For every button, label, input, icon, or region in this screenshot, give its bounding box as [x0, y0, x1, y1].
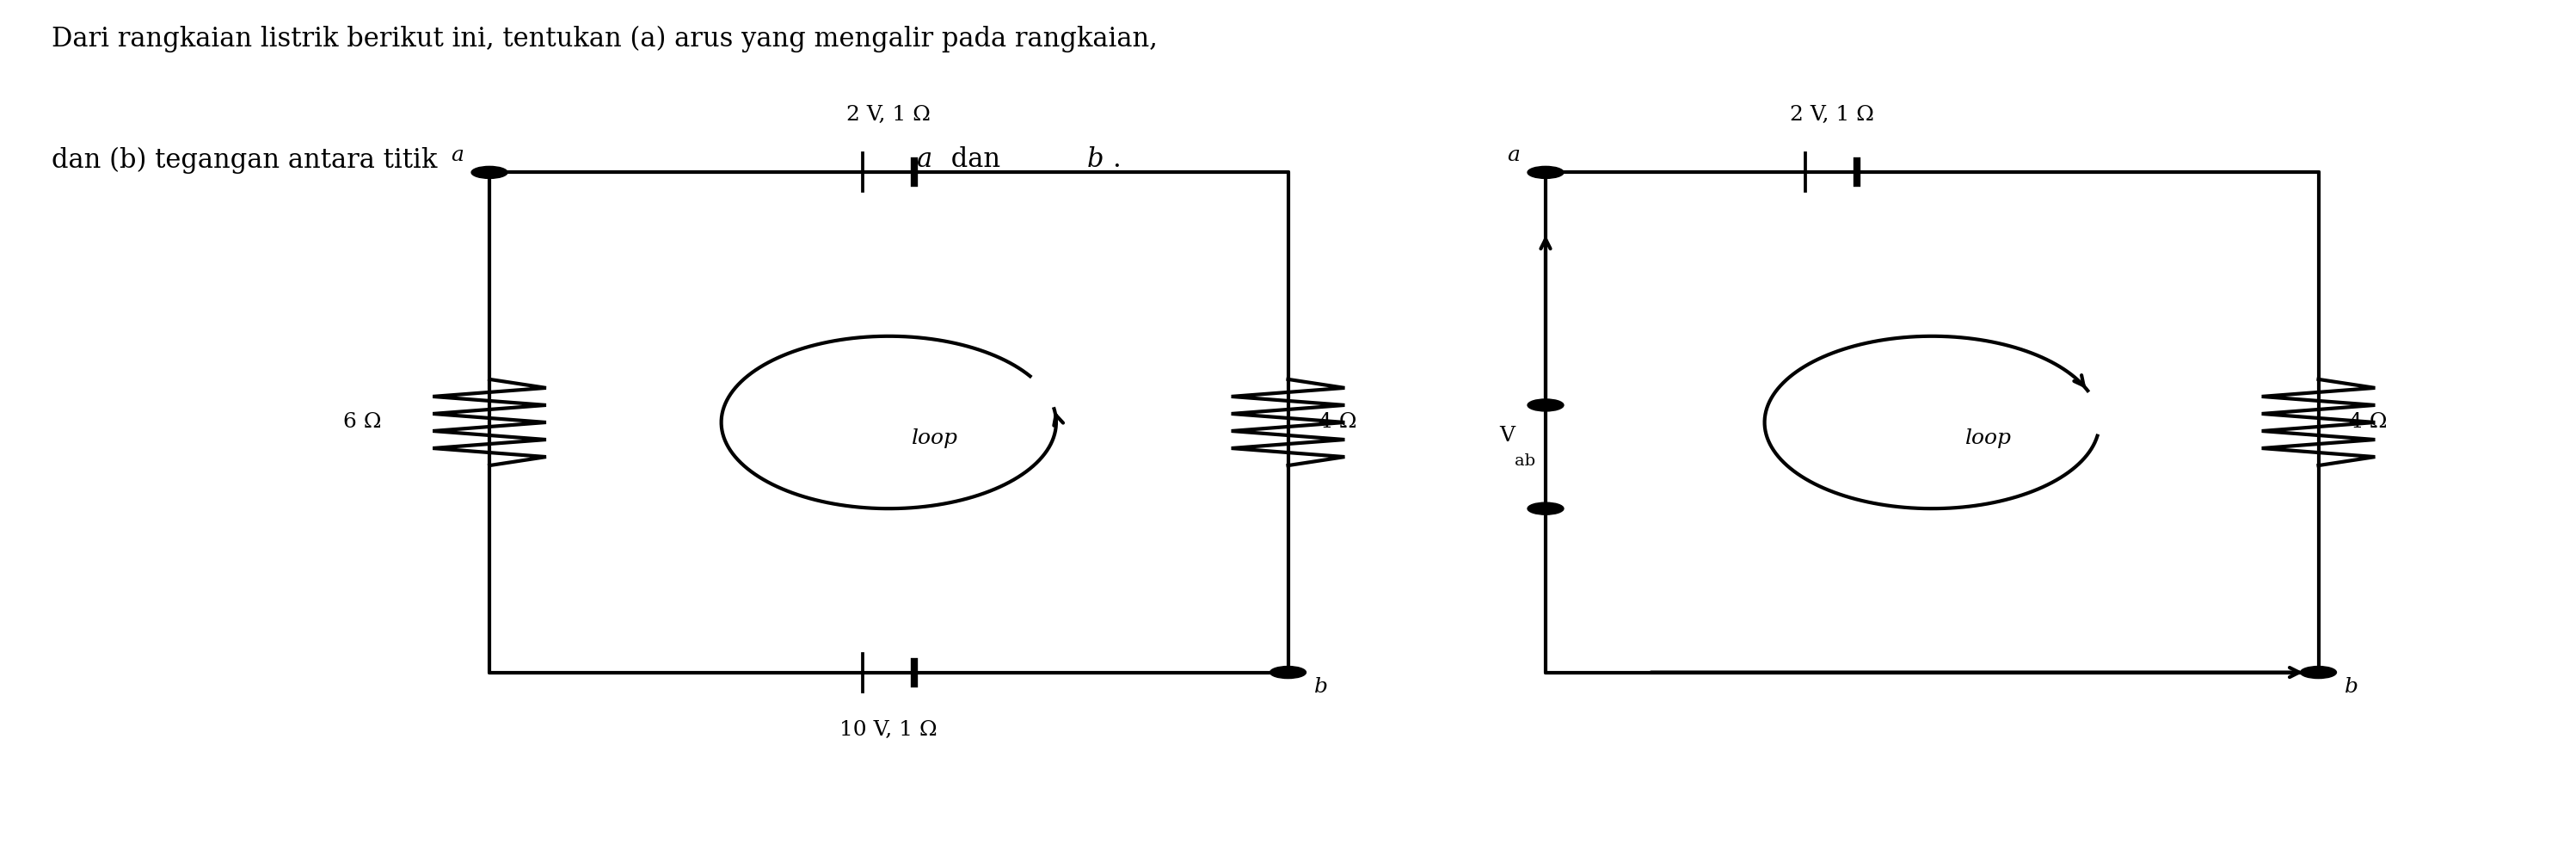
- Circle shape: [1528, 166, 1564, 178]
- Text: 4 Ω: 4 Ω: [2349, 413, 2388, 432]
- Text: a: a: [451, 146, 464, 166]
- Text: b: b: [1087, 147, 1103, 173]
- Text: V: V: [1499, 426, 1515, 445]
- Text: dan: dan: [943, 147, 1010, 173]
- Text: 2 V, 1 Ω: 2 V, 1 Ω: [1790, 105, 1873, 125]
- Text: 10 V, 1 Ω: 10 V, 1 Ω: [840, 720, 938, 740]
- Circle shape: [1270, 666, 1306, 678]
- Text: a: a: [1507, 146, 1520, 166]
- Text: loop: loop: [1965, 428, 2012, 447]
- Circle shape: [1528, 503, 1564, 515]
- Circle shape: [1528, 399, 1564, 411]
- Text: ab: ab: [1515, 453, 1535, 469]
- Text: dan (b) tegangan antara titik: dan (b) tegangan antara titik: [52, 147, 446, 173]
- Circle shape: [2300, 666, 2336, 678]
- Text: 2 V, 1 Ω: 2 V, 1 Ω: [848, 105, 930, 125]
- Text: Dari rangkaian listrik berikut ini, tentukan (a) arus yang mengalir pada rangkai: Dari rangkaian listrik berikut ini, tent…: [52, 26, 1157, 53]
- Circle shape: [471, 166, 507, 178]
- Text: b: b: [1314, 677, 1327, 696]
- Text: 4 Ω: 4 Ω: [1319, 413, 1358, 432]
- Text: b: b: [2344, 677, 2357, 696]
- Text: 6 Ω: 6 Ω: [343, 413, 381, 432]
- Text: loop: loop: [912, 428, 958, 447]
- Text: .: .: [1113, 147, 1121, 173]
- Text: a: a: [917, 147, 933, 173]
